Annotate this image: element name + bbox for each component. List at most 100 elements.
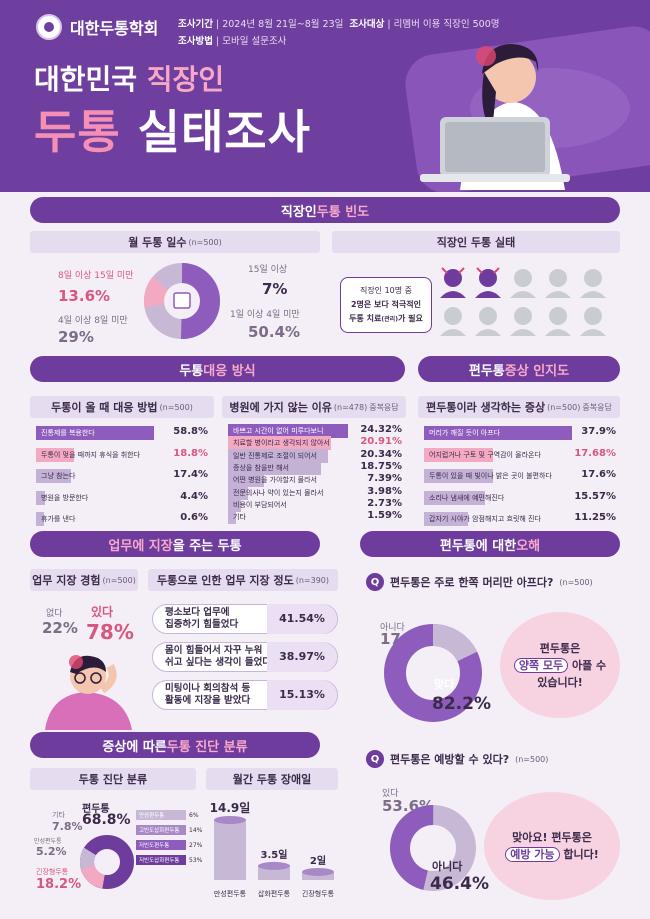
work-yes-value: 78%: [86, 620, 134, 644]
worker-illustration: [420, 44, 630, 190]
legend-row: 저빈도삽화편두통 53%: [136, 855, 202, 865]
diag-value-4: 18.2%: [36, 877, 82, 892]
disability-bar: [258, 865, 290, 880]
bar-row: 휴가를 낸다: [36, 512, 154, 526]
bar-value: 2.73%: [367, 497, 402, 509]
impact-row: 몸이 힘들어서 자꾸 누워 쉬고 싶다는 생각이 들었다 38.97%: [152, 641, 338, 672]
bar-fill: [228, 485, 248, 500]
disability-bar-top: [258, 861, 290, 870]
banner-text: 두통: [179, 363, 204, 379]
legend-row: 저빈도편두통 27%: [136, 840, 202, 850]
q2-answer-bubble: 맞아요! 편두통은 예방 가능 합니다!: [484, 792, 620, 900]
bar-value: 17.4%: [173, 469, 208, 480]
title-part: 실태조사: [120, 105, 311, 159]
bar-row: 증상을 참을만 해서: [228, 460, 348, 475]
subtitle-text: 직장인 두통 실태: [436, 236, 516, 249]
work-degree-title: 두통으로 인한 업무 지장 정도 (n=390): [148, 569, 338, 591]
bar-value: 37.9%: [581, 426, 616, 437]
bar-value: 18.75%: [360, 460, 402, 472]
title-part: 대한민국: [34, 63, 147, 96]
disability-bar: [214, 820, 246, 880]
monthly-days-title: 월 두통 일수 (n=500): [30, 231, 320, 253]
survey-period: 2024년 8월 21일~8월 23일: [222, 19, 344, 30]
sample-size: (n=478): [333, 402, 368, 412]
subtitle-text: 업무 지장 경험: [32, 574, 101, 587]
impact-text: 미팅이나 회의참석 등 활동에 지장을 받았다: [153, 683, 283, 707]
bar-fill: [36, 469, 71, 483]
impact-text: 평소보다 업무에 집중하기 힘들었다: [153, 607, 283, 631]
disability-value: 3.5일: [261, 848, 288, 861]
bar-value: 11.25%: [574, 512, 616, 523]
legend-box: 만성편두통: [136, 810, 186, 820]
bar-value: 24.32%: [360, 424, 402, 435]
freq-value-3: 7%: [262, 280, 288, 298]
banner-accent: 두통 진단 분류: [166, 739, 248, 755]
q1-donut-chart: [384, 624, 482, 722]
banner-text: 을 주는 두통: [172, 538, 242, 554]
freq-label-2: 4일 이상 8일 미만: [58, 316, 128, 326]
status-line-note: (관리): [381, 316, 398, 323]
title-accent: 직장인: [146, 63, 225, 96]
subtitle-text: 두통이 올 때 대응 방법: [51, 401, 158, 414]
bar-label: 진통제를 복용한다: [41, 429, 95, 437]
bubble-text: 합니다!: [559, 848, 599, 861]
legend-row: 만성편두통 6%: [136, 810, 199, 820]
bar-label: 치료할 병이라고 생각되지 않아서: [233, 439, 330, 448]
bar-label: 일반 진통제로 조절이 되어서: [233, 451, 317, 460]
work-yes-label: 있다: [91, 605, 114, 619]
section-banner-response: 두통 대응 방식: [30, 356, 405, 382]
people-icon-grid: [440, 267, 606, 336]
bar-fill: [228, 460, 321, 475]
impact-line: 평소보다 업무에: [165, 607, 230, 618]
diag-label-1: 편두통: [82, 804, 110, 815]
disability-value: 2일: [310, 854, 326, 867]
bar-label: 어지럽거나 구토 및 구역감이 올라온다: [429, 450, 541, 459]
sample-size: (n=390): [295, 575, 330, 585]
org-name: 대한두통학회: [70, 19, 159, 38]
legend-box: 고빈도삽화편두통: [136, 825, 186, 835]
question-text: 편두통은 주로 한쪽 머리만 아프다?: [390, 576, 554, 589]
q1-answer-bubble: 편두통은 양쪽 모두 아플 수 있습니다!: [500, 612, 620, 718]
bar-value: 17.6%: [581, 469, 616, 480]
legend-value: 6%: [189, 811, 199, 819]
disability-bar-top: [214, 816, 246, 824]
status-title: 직장인 두통 실태: [332, 231, 620, 253]
q2-no-label: 아니다: [432, 860, 463, 873]
bar-fill: [228, 510, 236, 525]
status-callout: 직장인 10명 중 2명은 보다 적극적인 두통 치료(관리)가 필요: [340, 277, 432, 333]
multi-response-note: 중복응답: [582, 402, 612, 412]
banner-accent: 업무에 지장: [108, 538, 173, 554]
impact-line: 쉬고 싶다는 생각이 들었다: [165, 657, 272, 668]
bar-label: 그냥 참는다: [41, 472, 76, 480]
legend-value: 27%: [189, 841, 203, 849]
hero-header: 대한두통학회 조사기간 | 2024년 8월 21일~8월 23일 조사대상 |…: [0, 0, 650, 192]
legend-box: 저빈도삽화편두통: [136, 855, 186, 865]
bubble-highlight: 예방 가능: [505, 847, 560, 862]
question-text: 편두통은 예방할 수 있다?: [390, 753, 510, 766]
impact-value: 41.54%: [267, 603, 337, 634]
survey-period-label: 조사기간: [178, 19, 213, 30]
legend-row: 고빈도삽화편두통 14%: [136, 825, 202, 835]
bar-label: 두통이 멎을 때까지 휴식을 취한다: [41, 450, 141, 459]
impact-value: 38.97%: [267, 641, 337, 672]
reason-title: 병원에 가지 않는 이유 (n=478) 중복응답: [222, 396, 406, 418]
bar-row: 바쁘고 시간이 없어 미루다보니: [228, 424, 348, 438]
bar-value: 18.8%: [173, 447, 208, 459]
bar-row: 소리나 냄새에 예민해진다: [424, 490, 572, 505]
sample-size: (n=500): [102, 575, 136, 585]
freq-label-4: 1일 이상 4일 미만: [230, 310, 300, 320]
bar-label: 머리가 깨질 듯이 아프다: [429, 429, 501, 437]
bar-value: 0.6%: [180, 512, 208, 523]
section-banner-awareness: 편두통 증상 인지도: [418, 356, 620, 382]
bar-label: 기타: [233, 513, 246, 522]
sample-size: (n=500): [559, 577, 593, 587]
work-exp-title: 업무 지장 경험 (n=500): [30, 569, 138, 591]
q1-yes-value: 82.2%: [432, 694, 491, 714]
bar-label: 증상을 참을만 해서: [233, 463, 289, 472]
bubble-highlight: 양쪽 모두: [513, 657, 569, 673]
disability-label: 긴장형두통: [302, 889, 335, 898]
sample-size: (n=500): [547, 402, 581, 412]
bar-value: 17.68%: [574, 447, 616, 459]
bar-label: 소리나 냄새에 예민해진다: [429, 493, 505, 502]
legend-box: 저빈도편두통: [136, 840, 186, 850]
